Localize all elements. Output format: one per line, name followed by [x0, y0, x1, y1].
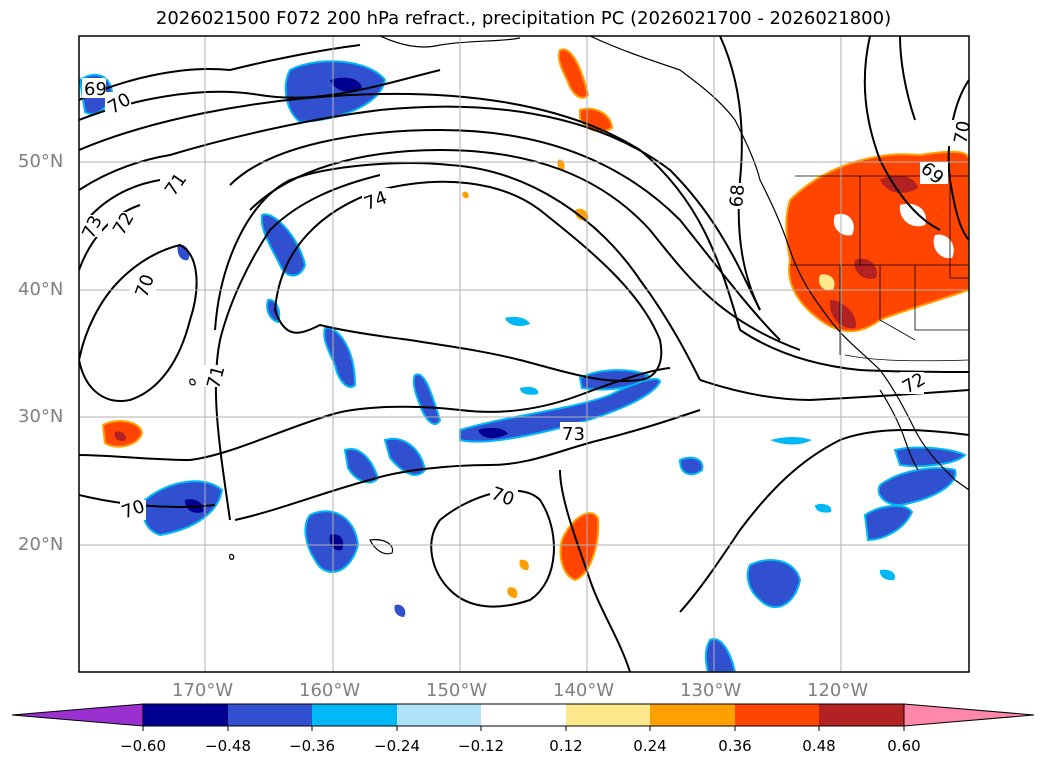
longitude-label: 170°W [172, 680, 234, 701]
latitude-label: 40°N [18, 279, 64, 300]
negative-precip-areas [79, 60, 967, 672]
map-frame [78, 35, 970, 673]
longitude-label: 140°W [553, 680, 615, 701]
colorbar-tick-label: 0.24 [633, 737, 667, 755]
longitude-label: 130°W [680, 680, 742, 701]
colorbar-tick-label: −0.48 [205, 737, 251, 755]
longitude-label: 120°W [807, 680, 869, 701]
colorbar-tick-label: −0.36 [289, 737, 335, 755]
colorbar-tick-label: −0.24 [374, 737, 420, 755]
colorbar-tick-label: 0.60 [887, 737, 921, 755]
colorbar-tick-label: 0.48 [802, 737, 836, 755]
political-borders [790, 175, 969, 362]
contour-label: 73 [562, 424, 585, 445]
colorbar [11, 703, 1035, 731]
map-title: 2026021500 F072 200 hPa refract., precip… [155, 8, 892, 29]
longitude-label: 160°W [299, 680, 361, 701]
graticule [79, 36, 969, 672]
contour-label: 70 [950, 119, 975, 145]
colorbar-tick-label: 0.12 [549, 737, 583, 755]
contour-label: 69 [84, 79, 107, 100]
latitude-label: 20°N [18, 534, 64, 555]
longitude-label: 150°W [426, 680, 488, 701]
latitude-label: 30°N [18, 406, 64, 427]
colorbar-tick-label: 0.36 [718, 737, 752, 755]
colorbar-tick-label: −0.60 [120, 737, 166, 755]
map-area [79, 36, 969, 672]
coastlines [189, 36, 969, 560]
colorbar-tick-label: −0.12 [458, 737, 504, 755]
contour-label: 68 [726, 184, 749, 209]
precip-gaps [818, 203, 954, 291]
latitude-label: 50°N [18, 151, 64, 172]
